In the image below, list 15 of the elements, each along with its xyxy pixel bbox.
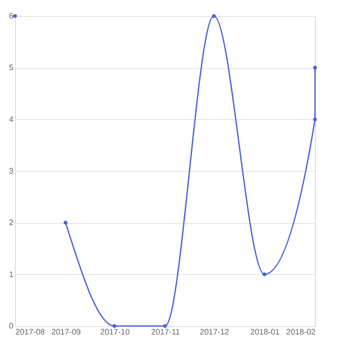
- y-tick-label: 2: [9, 218, 14, 228]
- x-tick-label: 2018-01: [250, 328, 280, 336]
- y-tick-label: 3: [9, 166, 14, 176]
- y-tick-label: 0: [9, 322, 14, 330]
- y-tick-label: 6: [9, 12, 14, 20]
- x-tick-label: 2017-09: [51, 328, 82, 336]
- y-tick-label: 1: [9, 270, 14, 279]
- x-tick-label: 2017-10: [100, 328, 130, 336]
- y-tick-label: 4: [9, 114, 14, 124]
- x-tick-label: 2018-02: [286, 328, 316, 336]
- x-tick-label: 2017-11: [151, 328, 180, 336]
- x-tick-label: 2017-12: [200, 328, 230, 336]
- y-tick-label: 5: [9, 63, 14, 72]
- x-tick-label: 2017-08: [16, 328, 46, 336]
- line-series: [64, 14, 317, 328]
